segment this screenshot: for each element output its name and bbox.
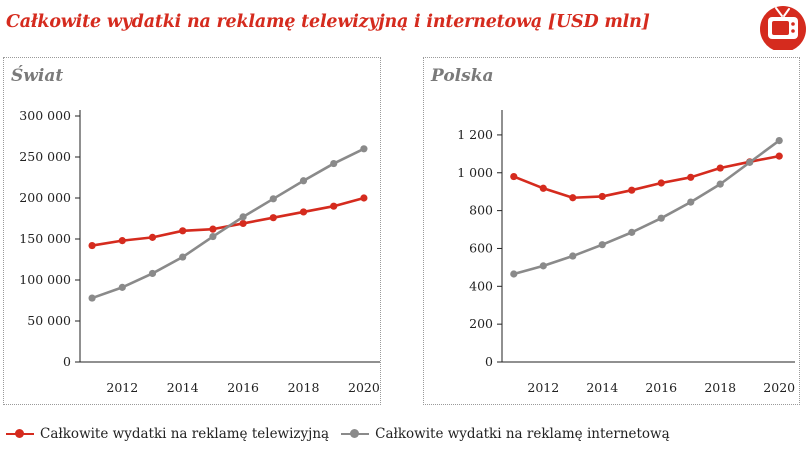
world-series-line-tv — [91, 196, 365, 247]
poland-point-internet — [569, 252, 577, 260]
world-point-tv — [299, 208, 308, 216]
poland-y-tick-label: 200 — [469, 316, 493, 331]
poland-point-tv — [657, 179, 665, 187]
poland-point-tv — [775, 152, 783, 160]
poland-point-tv — [510, 172, 518, 181]
poland-point-tv — [569, 194, 577, 202]
world-y-tick-label: 200 000 — [19, 190, 71, 205]
poland-point-internet — [746, 158, 754, 166]
poland-series-line-internet — [513, 139, 780, 276]
world-y-tick-label: 0 — [63, 354, 71, 369]
world-point-tv — [360, 194, 368, 202]
world-x-tick-label: 2018 — [288, 380, 320, 395]
poland-point-internet — [539, 262, 547, 270]
poland-point-internet — [510, 270, 518, 278]
poland-point-internet — [687, 198, 695, 206]
legend-item-tv: Całkowite wydatki na reklamę telewizyjną — [6, 426, 329, 442]
legend-item-internet: Całkowite wydatki na reklamę internetową — [341, 426, 670, 442]
world-point-tv — [179, 227, 187, 235]
poland-point-tv — [598, 192, 606, 201]
world-y-tick-label: 100 000 — [19, 272, 71, 287]
world-point-internet — [239, 213, 247, 221]
poland-point-tv — [628, 186, 636, 194]
chart-poland: 0 200 400 600 800 1 000 1 200 2012 2014 2016 2018 2… — [457, 110, 795, 395]
poland-y-tick-label: 600 — [469, 240, 493, 255]
world-point-internet — [330, 159, 338, 168]
world-point-internet — [148, 269, 157, 278]
poland-point-tv — [716, 164, 724, 172]
poland-point-tv — [687, 173, 695, 181]
poland-y-tick-label: 1 000 — [457, 165, 493, 180]
poland-y-tick-label: 800 — [469, 203, 493, 218]
world-x-tick-label: 2014 — [167, 380, 199, 395]
poland-x-tick-label: 2014 — [586, 380, 618, 395]
legend-swatch-tv — [6, 428, 34, 440]
poland-point-internet — [628, 228, 636, 236]
poland-x-tick-label: 2020 — [763, 380, 795, 395]
world-point-internet — [118, 283, 126, 291]
world-y-tick-label: 150 000 — [19, 231, 71, 246]
legend-label-internet: Całkowite wydatki na reklamę internetową — [375, 426, 670, 442]
world-y-tick-label: 250 000 — [19, 149, 71, 164]
world-series-line-internet — [91, 147, 365, 300]
poland-point-internet — [598, 241, 606, 249]
world-point-tv — [88, 241, 96, 250]
poland-y-tick-label: 400 — [469, 278, 493, 293]
poland-point-internet — [716, 180, 724, 188]
legend: Całkowite wydatki na reklamę telewizyjną… — [6, 426, 682, 442]
world-point-internet — [179, 253, 187, 261]
world-x-tick-label: 2020 — [348, 380, 380, 395]
world-point-internet — [299, 177, 308, 185]
poland-x-tick-label: 2016 — [645, 380, 677, 395]
world-point-tv — [269, 214, 277, 222]
world-point-tv — [209, 225, 217, 233]
chart-panel-world: Świat 0 50 000 100 000 150 000 200 000 250 00… — [3, 57, 381, 405]
world-point-tv — [239, 219, 247, 228]
chart-world: 0 50 000 100 000 150 000 200 000 250 000 300 0… — [19, 108, 380, 395]
world-point-internet — [269, 195, 277, 203]
poland-point-internet — [775, 137, 783, 145]
poland-x-tick-label: 2012 — [527, 380, 559, 395]
poland-y-tick-label: 1 200 — [457, 127, 493, 142]
panel-title-poland: Polska — [431, 66, 494, 86]
world-point-tv — [330, 202, 338, 210]
panel-title-world: Świat — [11, 66, 64, 86]
world-point-tv — [118, 237, 126, 245]
poland-point-tv — [539, 184, 547, 192]
world-y-tick-label: 50 000 — [27, 313, 71, 328]
poland-point-internet — [657, 214, 665, 222]
world-x-tick-label: 2012 — [106, 380, 138, 395]
legend-label-tv: Całkowite wydatki na reklamę telewizyjną — [40, 426, 330, 442]
world-point-internet — [88, 294, 96, 302]
tv-icon — [760, 6, 806, 50]
world-x-tick-label: 2016 — [227, 380, 259, 395]
world-y-tick-label: 300 000 — [19, 108, 71, 123]
world-point-internet — [209, 232, 217, 241]
legend-swatch-internet — [341, 428, 370, 440]
poland-x-tick-label: 2018 — [704, 380, 736, 395]
chart-title: Całkowite wydatki na reklamę telewizyjną… — [6, 12, 650, 32]
world-point-tv — [148, 233, 157, 241]
poland-series-line-tv — [513, 154, 780, 200]
world-point-internet — [360, 145, 368, 153]
chart-panel-poland: Polska 0 200 400 600 800 1 000 1 200 2012 2014 20… — [423, 57, 800, 405]
poland-y-tick-label: 0 — [485, 354, 493, 369]
